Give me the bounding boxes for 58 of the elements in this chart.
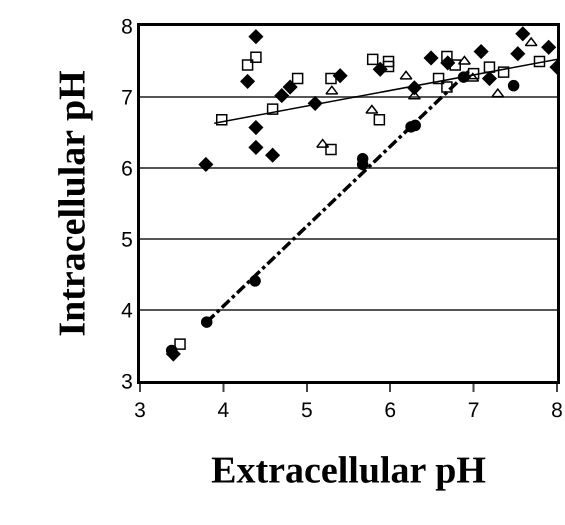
point [265,148,280,162]
point [498,66,510,78]
point [240,74,255,89]
point [541,40,556,55]
point [316,138,330,148]
y-tick-label: 3 [121,370,133,394]
x-tick-label: 8 [551,399,563,422]
point [248,29,264,44]
point [274,88,290,103]
y-tick-label: 8 [121,15,133,38]
point [282,80,298,94]
x-tick-label: 6 [384,399,396,422]
x-tick-label: 5 [300,399,313,422]
point [441,50,453,62]
point [482,71,497,86]
point [458,56,471,65]
point [524,37,538,46]
point [450,59,461,71]
y-axis-title: Intracellular pH [51,70,94,337]
point [382,56,394,68]
point [474,44,488,59]
x-axis-title: Extracellular pH [211,449,486,492]
point [325,72,337,84]
y-tick-label: 7 [121,86,133,110]
point [248,140,264,155]
point [374,114,386,126]
point [484,61,496,73]
point [325,144,337,156]
point [491,88,504,98]
x-tick-label: 4 [218,399,230,422]
point [372,62,388,77]
point [468,68,480,80]
point [424,50,438,66]
point [516,26,530,42]
point [432,72,444,84]
point [534,56,546,68]
point [248,120,264,135]
point [366,54,378,66]
point [508,80,520,92]
point [510,46,526,61]
y-tick-label: 5 [121,228,133,252]
point [441,81,453,93]
point [266,103,278,115]
point [466,72,480,82]
y-tick-label: 4 [121,299,134,322]
point [216,114,228,126]
point [198,157,214,172]
y-tick-label: 6 [121,157,133,180]
point [332,68,348,83]
point [174,338,186,350]
point [365,104,378,114]
point [242,59,254,71]
point [325,86,338,95]
x-tick-label: 7 [468,399,480,422]
point [292,72,304,84]
point [400,70,413,80]
point [382,60,394,72]
point [250,51,262,63]
